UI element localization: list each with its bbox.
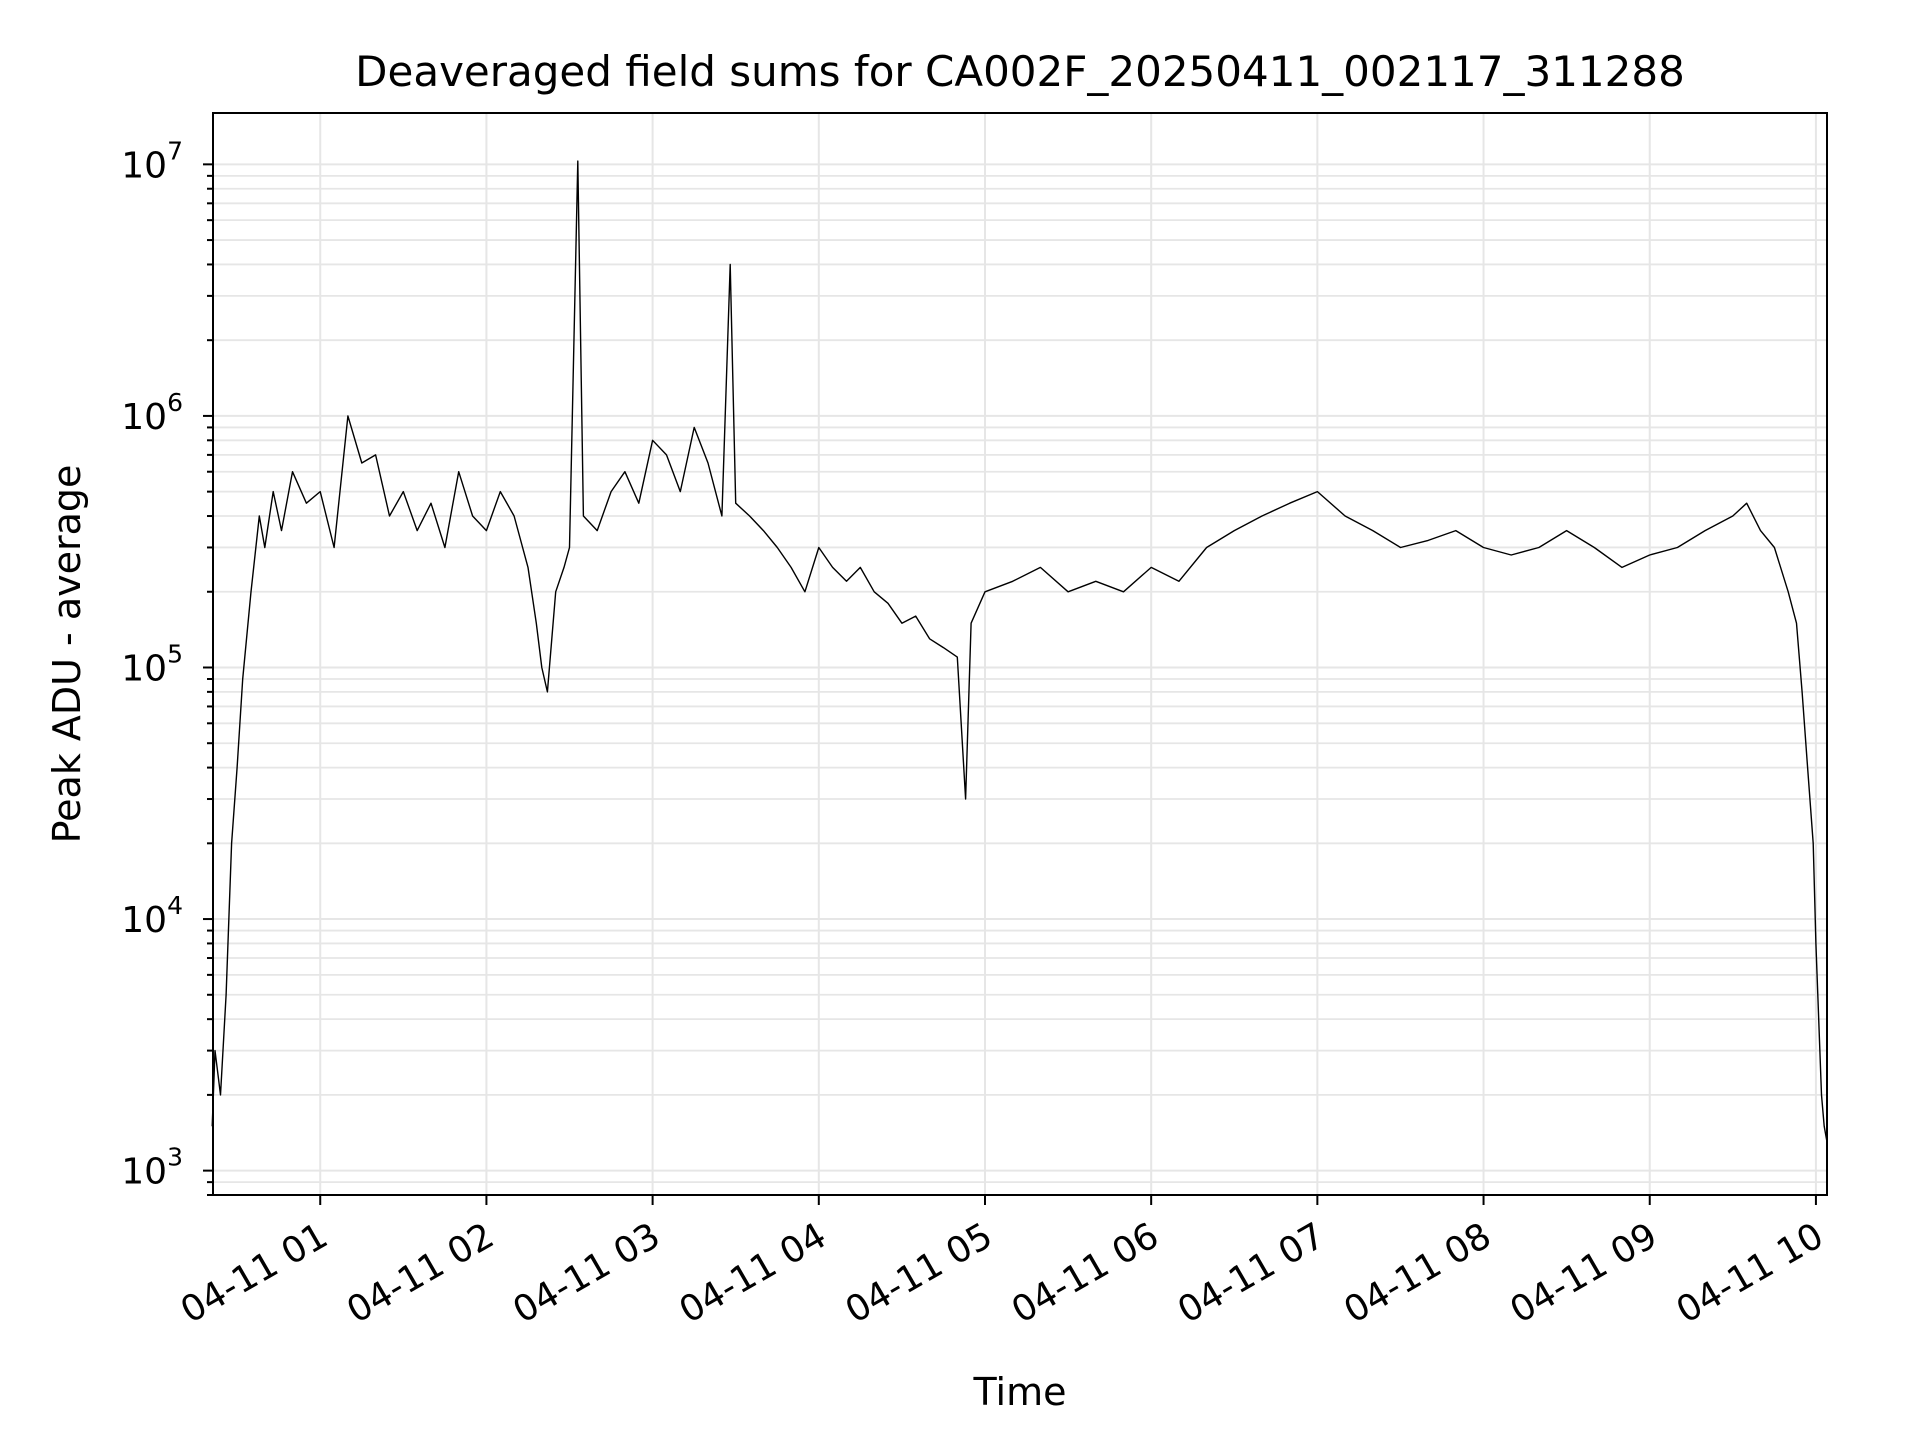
- x-tick-label: 04-11 06: [1005, 1215, 1166, 1331]
- x-tick-label: 04-11 09: [1504, 1215, 1665, 1331]
- y-axis: 103 104 105 106 107: [121, 136, 213, 1196]
- x-tick-label: 04-11 05: [839, 1215, 1000, 1331]
- x-axis: 04-11 01 04-11 02 04-11 03 04-11 04 04-11 05…: [174, 1195, 1830, 1332]
- x-tick-label: 04-11 02: [340, 1215, 501, 1331]
- y-axis-title: Peak ADU - average: [45, 465, 89, 844]
- x-tick-label: 04-11 01: [174, 1215, 335, 1331]
- y-tick-label: 107: [121, 136, 183, 186]
- y-tick-label: 103: [121, 1143, 183, 1193]
- y-tick-label: 105: [121, 639, 183, 689]
- y-tick-label: 106: [121, 388, 183, 438]
- grid: [213, 113, 1827, 1196]
- y-tick-label: 104: [121, 891, 183, 941]
- chart-title: Deaveraged field sums for CA002F_2025041…: [355, 47, 1685, 96]
- plot-area-frame: [212, 112, 1828, 1196]
- x-axis-title: Time: [973, 1370, 1067, 1414]
- x-tick-label: 04-11 07: [1171, 1215, 1332, 1331]
- x-tick-label: 04-11 10: [1670, 1215, 1831, 1331]
- x-tick-label: 04-11 08: [1337, 1215, 1498, 1331]
- series-line: [211, 160, 1828, 1143]
- series-line-group: [211, 160, 1828, 1143]
- x-tick-label: 04-11 03: [506, 1215, 667, 1331]
- x-tick-label: 04-11 04: [673, 1215, 834, 1331]
